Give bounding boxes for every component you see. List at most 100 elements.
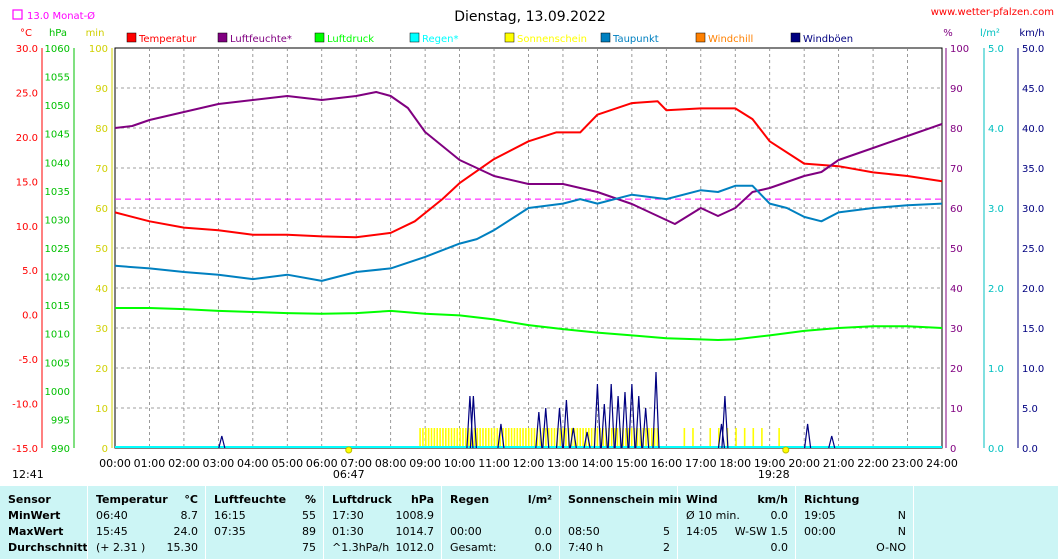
temp-axis-tick: 20.0 (16, 133, 38, 144)
sun-axis-tick: 80 (95, 124, 108, 135)
legend-label-5: Taupunkt (612, 34, 659, 45)
sunshine-bar (496, 428, 499, 448)
gust-spike (828, 435, 836, 449)
table-column: Regen l/m² 00:00 0.0 Gesamt: 0.0 (441, 486, 560, 559)
sunshine-bar (507, 428, 510, 448)
sunshine-bar (445, 428, 447, 448)
sunshine-bar (596, 428, 599, 448)
series-line-0 (114, 100, 943, 239)
sunshine-bar (467, 428, 470, 448)
table-column: Luftfeuchte% 16:15 55 07:35 89 75 (205, 486, 324, 559)
column-head: Wind (686, 493, 718, 506)
cell-time: (+ 2.31 ) (96, 541, 146, 554)
pressure-axis-tick: 1015 (45, 301, 70, 312)
sun-axis-tick: 60 (95, 204, 108, 215)
x-tick-label: 19:00 (754, 457, 786, 470)
sunshine-bar (579, 428, 582, 448)
unit-humidity: % (943, 28, 953, 39)
sunshine-bar (436, 428, 439, 448)
gust-spike (628, 383, 636, 449)
pressure-axis-tick: 1020 (45, 273, 70, 284)
sunshine-bar (718, 428, 720, 448)
sunshine-bar (490, 428, 493, 448)
x-tick-label: 16:00 (650, 457, 682, 470)
gust-spike (555, 407, 564, 449)
sunshine-bar (456, 428, 459, 448)
sunshine-bar (447, 428, 450, 448)
sunshine-bar (433, 428, 436, 448)
sunshine-bar (613, 428, 616, 448)
sunshine-bar (639, 428, 642, 448)
x-tick-label: 24:00 (926, 457, 958, 470)
wind-axis-tick: 30.0 (1022, 204, 1044, 215)
column-head: Luftfeuchte (214, 493, 287, 506)
cell-time: Ø 10 min. (686, 509, 740, 522)
gust-spike (542, 407, 550, 449)
column-head: Richtung (804, 493, 860, 506)
gust-spike (717, 423, 726, 449)
table-column: Temperatur °C 06:40 8.7 15:45 24.0 (+ 2.31 ) 15… (87, 486, 206, 559)
sunshine-bar (590, 428, 593, 448)
legend-label-1: Luftfeuchte* (230, 34, 292, 45)
wind-axis-tick: 40.0 (1022, 124, 1044, 135)
sunset-marker (782, 446, 790, 454)
humidity-axis-tick: 40 (950, 284, 963, 295)
pressure-axis-tick: 1045 (45, 130, 70, 141)
sunshine-bar (648, 428, 650, 448)
sunshine-bar (553, 428, 556, 448)
sunshine-bar (482, 428, 484, 448)
sunshine-bar (602, 428, 604, 448)
cell-time: 01:30 (332, 525, 364, 538)
gust-spike (614, 395, 622, 449)
sunshine-bar (513, 428, 516, 448)
column-unit: l/m² (527, 493, 552, 506)
wind-axis-tick: 50.0 (1022, 44, 1044, 55)
stats-table: Sensor MinWert MaxWert Durchschnitt Temperat… (0, 486, 1058, 559)
row-label: Durchschnitt (8, 541, 88, 554)
axes: 30.0 25.0 20.0 15.0 10.0 5.0 0.0 -5.0 -10.0 -15.0… (12, 44, 1044, 455)
legend: Temperatur Luftfeuchte* Luftdruck Regen* Son… (126, 32, 853, 45)
pressure-axis-tick: 1030 (45, 215, 70, 226)
cell-value: O-NO (876, 541, 906, 554)
sunshine-bar (427, 428, 430, 448)
sunshine-bar (419, 428, 421, 448)
x-tick-label: 02:00 (168, 457, 200, 470)
x-tick-label: 17:00 (685, 457, 717, 470)
sunshine-bar (462, 428, 464, 448)
pressure-axis-tick: 1060 (45, 44, 70, 55)
legend-label-0: Temperatur (138, 34, 197, 45)
column-head: Regen (450, 493, 490, 506)
cell-value: 24.0 (173, 525, 199, 538)
sunshine-bar (616, 428, 619, 448)
cell-time: 08:50 (568, 525, 600, 538)
sunshine-bar (650, 428, 653, 448)
cell-value: 15.30 (166, 541, 199, 554)
sunshine-bar (562, 428, 564, 448)
sunshine-bar (752, 428, 755, 448)
sunrise-time: 06:47 (333, 468, 365, 481)
x-tick-label: 20:00 (788, 457, 820, 470)
sunshine-bar (683, 428, 686, 448)
sunshine-bar (450, 428, 453, 448)
gust-spike (583, 431, 591, 449)
temp-axis-tick: 10.0 (16, 222, 38, 233)
sunshine-bar (692, 428, 694, 448)
row-label: Sensor (8, 493, 51, 506)
pressure-axis-tick: 1005 (45, 358, 70, 369)
gust-spike (497, 423, 505, 449)
site-link[interactable]: www.wetter-pfalzen.com (931, 7, 1054, 18)
unit-pressure: hPa (49, 28, 67, 39)
pressure-axis-tick: 995 (51, 415, 70, 426)
rain-axis-tick: 0.0 (988, 444, 1004, 455)
sunshine-bar (539, 428, 541, 448)
sunshine-bar (525, 428, 527, 448)
wind-axis-tick: 10.0 (1022, 364, 1044, 375)
sun-axis-tick: 10 (95, 404, 108, 415)
cell-time: ^1.3hPa/h (332, 541, 390, 554)
cell-time: 17:30 (332, 509, 364, 522)
wind-axis-tick: 25.0 (1022, 244, 1044, 255)
cell-value: 1012.0 (395, 541, 435, 554)
cell-time: 7:40 h (568, 541, 604, 554)
sunshine-bar (743, 428, 746, 448)
cell-time: 14:05 (686, 525, 718, 538)
